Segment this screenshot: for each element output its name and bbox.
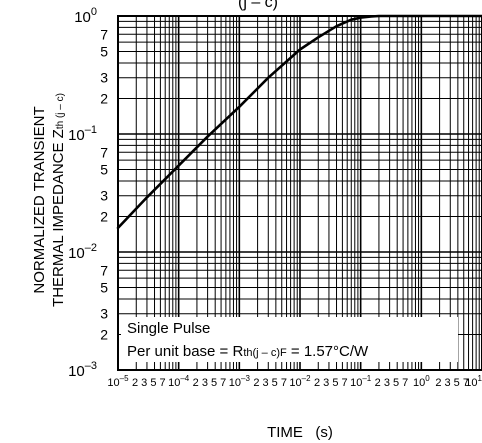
- y-tick-label: 100: [74, 6, 97, 26]
- y-axis-label-line1: NORMALIZED TRANSIENT: [31, 106, 48, 293]
- annotation-line1: Single Pulse: [127, 320, 210, 337]
- x-tick-label: 100: [413, 374, 430, 389]
- x-tick-label-base: 10: [107, 377, 119, 389]
- x-tick-label: 10–1: [350, 374, 372, 389]
- x-minor-tick-labels: 2 3 5 7: [132, 377, 166, 389]
- y-tick-label-exponent: –1: [85, 124, 97, 136]
- y-tick-label: 10–1: [68, 124, 97, 144]
- annotation-line2: Per unit base = Rth(j – c)F = 1.57°C/W: [127, 343, 369, 360]
- y-minor-tick-label: 3: [100, 70, 108, 86]
- y-tick-label: 10–3: [68, 360, 97, 380]
- y-tick-label-exponent: –2: [85, 242, 97, 254]
- y-axis-label-line2: THERMAL IMPEDANCE Zth (j – c): [50, 93, 67, 307]
- x-tick-label-exponent: –2: [302, 374, 311, 383]
- x-tick-label-exponent: –1: [362, 374, 371, 383]
- annotation-line2-sub: th(j – c)F: [243, 347, 287, 359]
- plot-frame: [117, 15, 482, 371]
- y-minor-tick-label: 7: [100, 262, 108, 278]
- x-tick-label-exponent: –3: [241, 374, 250, 383]
- y-minor-tick-label: 7: [100, 26, 108, 42]
- x-tick-label-exponent: 1: [478, 374, 482, 383]
- x-tick-label-base: 10: [465, 377, 477, 389]
- x-tick-label: 10–3: [229, 374, 251, 389]
- y-minor-tick-label: 5: [100, 280, 108, 296]
- annotation-line2-post: = 1.57°C/W: [287, 343, 369, 360]
- x-minor-tick-labels: 2 3 5 7: [253, 377, 287, 389]
- x-tick-label-exponent: –4: [180, 374, 189, 383]
- annotation-line2-pre: Per unit base = R: [127, 343, 243, 360]
- x-tick-label: 101: [465, 374, 482, 389]
- y-minor-tick-label: 5: [100, 44, 108, 60]
- x-axis-label: TIME (s): [267, 424, 333, 441]
- y-axis-label: NORMALIZED TRANSIENT THERMAL IMPEDANCE Z…: [31, 93, 67, 307]
- x-tick-label: 10–5: [107, 374, 129, 389]
- x-minor-tick-labels: 2 3 5 7: [314, 377, 348, 389]
- y-minor-tick-label: 7: [100, 144, 108, 160]
- x-tick-label-base: 10: [229, 377, 241, 389]
- y-tick-label-exponent: 0: [91, 6, 97, 18]
- y-tick-label-base: 10: [68, 245, 85, 262]
- x-minor-tick-labels: 2 3 5 7: [193, 377, 227, 389]
- chart-title-fragment: (j – c): [238, 0, 278, 11]
- y-minor-tick-label: 2: [100, 90, 108, 106]
- y-minor-tick-label: 3: [100, 188, 108, 204]
- x-tick-label-base: 10: [413, 377, 425, 389]
- x-tick-label-base: 10: [350, 377, 362, 389]
- x-tick-label-exponent: 0: [425, 374, 430, 383]
- x-tick-label-exponent: –5: [120, 374, 129, 383]
- y-minor-tick-label: 2: [100, 326, 108, 342]
- x-minor-tick-labels: 2 3 5 7: [435, 377, 469, 389]
- x-tick-label-base: 10: [289, 377, 301, 389]
- y-tick-label: 10–2: [68, 242, 97, 262]
- y-minor-tick-label: 2: [100, 208, 108, 224]
- y-tick-label-exponent: –3: [85, 360, 97, 372]
- y-tick-label-base: 10: [68, 363, 85, 380]
- x-tick-label: 10–2: [289, 374, 311, 389]
- y-minor-tick-label: 3: [100, 306, 108, 322]
- x-tick-label-base: 10: [168, 377, 180, 389]
- y-axis-label-line2-main: THERMAL IMPEDANCE Z: [50, 129, 67, 307]
- grid: [117, 16, 482, 371]
- y-axis-label-line2-sub: th (j – c): [55, 93, 66, 129]
- annotation-box: Single Pulse Per unit base = Rth(j – c)F…: [121, 317, 458, 362]
- x-tick-label: 10–4: [168, 374, 190, 389]
- annotation-background: [121, 317, 458, 362]
- x-minor-tick-labels: 2 3 5 7: [375, 377, 409, 389]
- y-tick-label-base: 10: [74, 9, 91, 26]
- y-minor-tick-label: 5: [100, 162, 108, 178]
- y-tick-label-base: 10: [68, 127, 85, 144]
